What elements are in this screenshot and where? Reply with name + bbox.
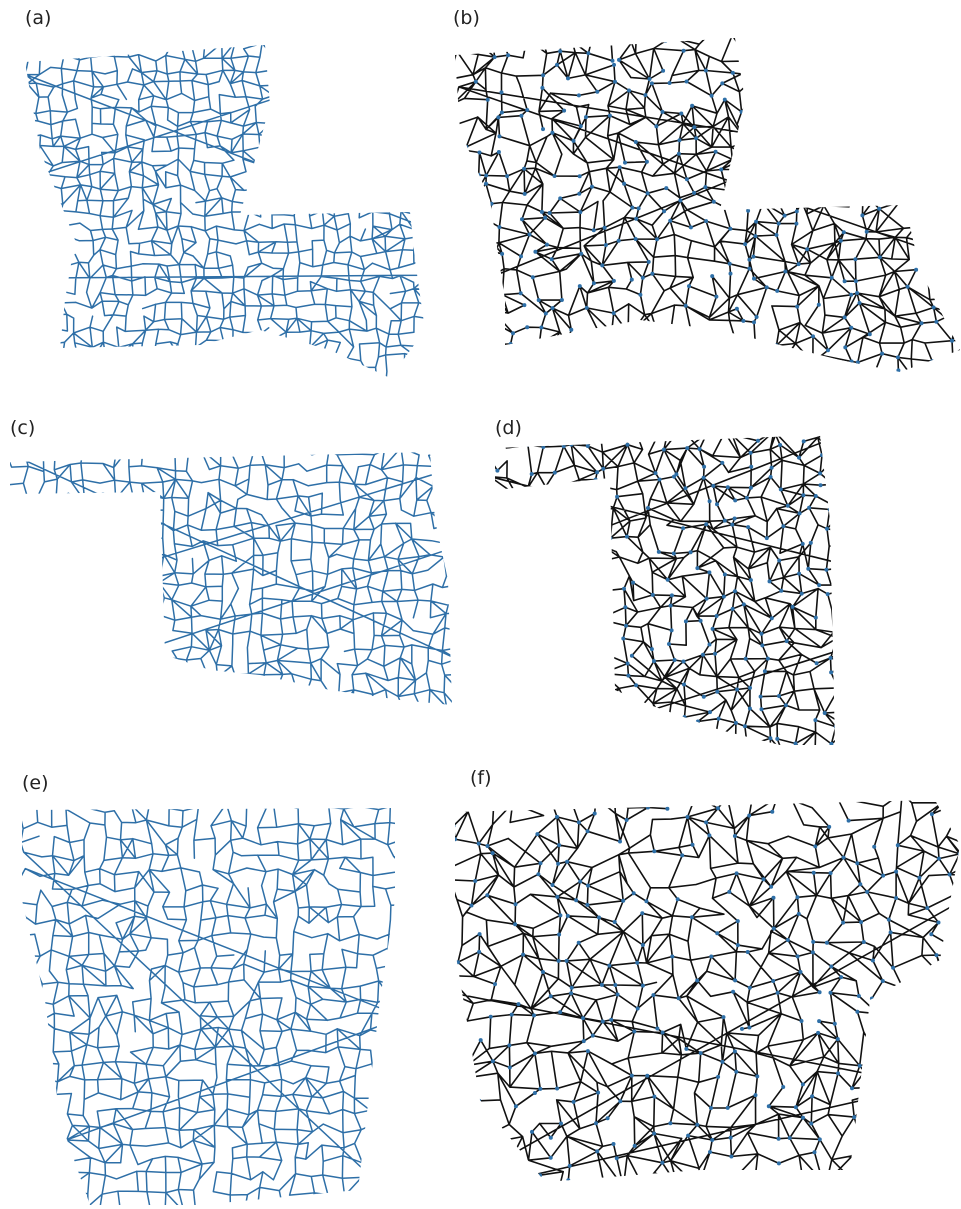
roads (447, 31, 961, 385)
roads (6, 448, 465, 712)
road-network (21, 41, 432, 386)
roads (446, 791, 961, 1209)
road-network (488, 428, 853, 762)
panel-label: (c) (10, 417, 35, 439)
panel-label: (a) (25, 7, 51, 29)
road-network (446, 791, 961, 1209)
page: {"panels": [ {"label": "(a)"}, {"label":… (0, 0, 961, 1209)
junctions (447, 31, 961, 385)
panel-label: (d) (495, 417, 522, 439)
road-network (6, 448, 465, 712)
roads (17, 803, 410, 1209)
panel-label: (f) (470, 767, 492, 789)
panel-label: (e) (22, 772, 49, 794)
road-network (17, 803, 410, 1209)
road-network (447, 31, 961, 385)
roads (21, 41, 432, 386)
panel-label: (b) (453, 7, 480, 29)
figure: (a) (b) (c) (d) (e) (f) (0, 0, 961, 1209)
